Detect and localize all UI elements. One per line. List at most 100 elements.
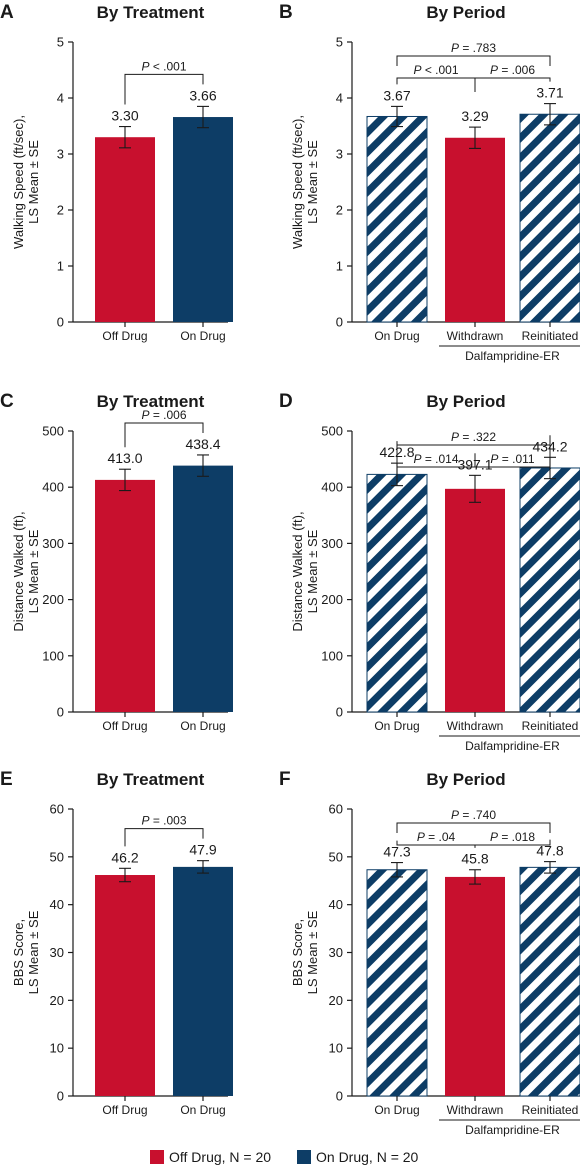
- y-tick-label: 300: [321, 536, 343, 551]
- y-tick-label: 0: [336, 315, 343, 330]
- y-tick-label: 2: [336, 203, 343, 218]
- y-tick-label: 30: [329, 945, 343, 960]
- p-value-label: P = .04: [417, 830, 456, 844]
- y-tick-label: 500: [42, 424, 64, 439]
- x-tick-label: Off Drug: [102, 719, 147, 733]
- p-value-label: P = .006: [141, 408, 186, 422]
- y-axis-label-line: Distance Walked (ft),: [290, 511, 305, 631]
- panel-letter: F: [279, 769, 291, 790]
- y-tick-label: 500: [321, 424, 343, 439]
- p-value-label: P < .001: [413, 63, 458, 77]
- y-tick-label: 400: [42, 480, 64, 495]
- y-tick-label: 0: [57, 1089, 64, 1104]
- data-label: 3.67: [383, 87, 410, 103]
- data-label: 45.8: [461, 851, 488, 867]
- chart-panel-e: E By Treatment BBS Score,LS Mean ± SE 0 10 20…: [0, 769, 233, 1117]
- y-tick-label: 40: [329, 897, 343, 912]
- y-axis-label-line: Walking Speed (ft/sec),: [290, 115, 305, 249]
- x-tick-label: Withdrawn: [447, 329, 504, 343]
- chart-title: By Treatment: [97, 392, 205, 411]
- p-value-label: P = .014: [413, 452, 458, 466]
- y-tick-label: 2: [57, 203, 64, 218]
- bar-reinitiated: [519, 866, 580, 1097]
- y-tick-label: 100: [321, 648, 343, 663]
- p-value-label: P = .011: [490, 452, 534, 466]
- data-label: 47.3: [383, 844, 410, 860]
- chart-panel-b: B By Period Walking Speed (ft/sec),LS Mean…: [279, 2, 580, 363]
- data-label: 438.4: [185, 436, 220, 452]
- y-axis-label: Distance Walked (ft),LS Mean ± SE: [290, 511, 320, 631]
- p-value-label: P = .783: [451, 41, 496, 55]
- bar-off-drug: [95, 137, 155, 322]
- y-axis-label-line: BBS Score,: [11, 919, 26, 986]
- chart-title: By Treatment: [97, 770, 205, 789]
- y-tick-label: 5: [336, 35, 343, 50]
- legend-label-off: Off Drug, N = 20: [169, 1149, 271, 1165]
- p-value-label: P < .001: [141, 59, 186, 73]
- bar-on-drug: [173, 866, 233, 1096]
- group-label: Dalfampridine-ER: [465, 739, 560, 753]
- significance-bracket: [396, 55, 551, 66]
- chart-title: By Period: [426, 770, 505, 789]
- y-tick-label: 5: [57, 35, 64, 50]
- group-label: Dalfampridine-ER: [465, 1123, 560, 1137]
- y-axis-label: Distance Walked (ft),LS Mean ± SE: [11, 511, 41, 631]
- chart-panel-d: D By Period Distance Walked (ft),LS Mean ±…: [279, 391, 580, 753]
- bar-reinitiated: [519, 467, 580, 713]
- data-label: 47.8: [536, 843, 563, 859]
- y-tick-label: 10: [329, 1041, 343, 1056]
- y-axis-label: BBS Score,LS Mean ± SE: [11, 910, 41, 994]
- y-tick-label: 0: [57, 315, 64, 330]
- group-label: Dalfampridine-ER: [465, 349, 560, 363]
- y-tick-label: 60: [329, 802, 343, 817]
- y-axis-label: BBS Score,LS Mean ± SE: [290, 910, 320, 994]
- bar-off-drug: [95, 479, 155, 712]
- y-axis-label-line: LS Mean ± SE: [305, 140, 320, 224]
- legend-swatch-off: [150, 1150, 164, 1164]
- y-tick-label: 200: [42, 592, 64, 607]
- legend-label-on: On Drug, N = 20: [316, 1149, 419, 1165]
- legend: Off Drug, N = 20 On Drug, N = 20: [150, 1149, 419, 1165]
- data-label: 3.29: [461, 108, 488, 124]
- y-axis-label-line: Walking Speed (ft/sec),: [11, 115, 26, 249]
- x-tick-label: On Drug: [374, 719, 419, 733]
- y-axis-label-line: LS Mean ± SE: [26, 529, 41, 613]
- y-tick-label: 4: [336, 91, 343, 106]
- y-axis-label-line: BBS Score,: [290, 919, 305, 986]
- x-tick-label: Off Drug: [102, 329, 147, 343]
- y-tick-label: 50: [50, 849, 64, 864]
- y-tick-label: 50: [329, 849, 343, 864]
- x-tick-label: On Drug: [180, 719, 225, 733]
- y-tick-label: 20: [329, 993, 343, 1008]
- x-tick-label: Reinitiated: [522, 719, 579, 733]
- y-axis-label-line: LS Mean ± SE: [26, 910, 41, 994]
- chart-title: By Period: [426, 392, 505, 411]
- bar-withdrawn: [445, 137, 505, 322]
- data-label: 3.66: [189, 87, 216, 103]
- p-value-label: P = .322: [451, 430, 496, 444]
- data-label: 413.0: [107, 450, 142, 466]
- y-tick-label: 40: [50, 897, 64, 912]
- y-axis-label-line: LS Mean ± SE: [305, 910, 320, 994]
- chart-title: By Treatment: [97, 3, 205, 22]
- y-tick-label: 0: [336, 1089, 343, 1104]
- x-tick-label: On Drug: [374, 1103, 419, 1117]
- chart-panel-c: C By Treatment Distance Walked (ft),LS Mea…: [0, 391, 233, 733]
- chart-panel-f: F By Period BBS Score,LS Mean ± SE 0 10 20 30 4…: [279, 769, 580, 1137]
- y-tick-label: 1: [57, 259, 64, 274]
- p-value-label: P = .018: [490, 830, 535, 844]
- bar-on-drug: [173, 465, 233, 712]
- y-tick-label: 3: [57, 147, 64, 162]
- x-tick-label: Reinitiated: [522, 329, 579, 343]
- panel-letter: E: [0, 769, 13, 790]
- significance-bracket: [474, 435, 551, 468]
- x-tick-label: Reinitiated: [522, 1103, 579, 1117]
- chart-title: By Period: [426, 3, 505, 22]
- x-tick-label: Withdrawn: [447, 1103, 504, 1117]
- panel-letter: A: [0, 2, 14, 23]
- significance-bracket: [474, 77, 551, 92]
- y-axis-label-line: LS Mean ± SE: [305, 529, 320, 613]
- significance-bracket: [474, 839, 551, 848]
- panel-letter: D: [279, 391, 293, 412]
- data-label: 47.9: [189, 842, 216, 858]
